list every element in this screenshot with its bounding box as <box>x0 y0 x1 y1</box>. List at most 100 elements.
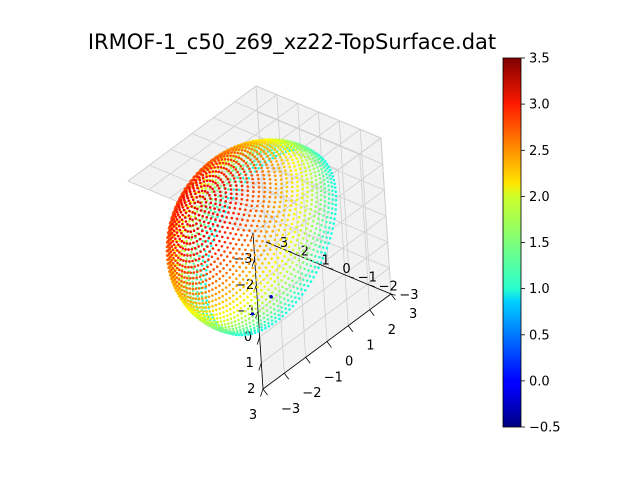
scatter-point <box>258 266 261 270</box>
scatter-point <box>319 240 323 243</box>
scatter-point <box>279 143 283 147</box>
scatter-point <box>315 187 319 190</box>
scatter-point <box>248 317 251 320</box>
scatter-point <box>305 263 309 266</box>
scatter-point <box>206 184 209 188</box>
scatter-point <box>295 176 299 180</box>
scatter-point <box>245 203 248 207</box>
scatter-point <box>204 226 207 229</box>
scatter-point <box>253 159 256 163</box>
scatter-point <box>291 261 294 264</box>
scatter-point <box>327 226 331 229</box>
scatter-point <box>180 239 184 243</box>
scatter-point <box>319 198 323 202</box>
scatter-point <box>203 170 206 173</box>
x-tick-label-mark <box>258 362 262 371</box>
scatter-point <box>175 271 179 275</box>
scatter-point <box>318 212 321 216</box>
scatter-point <box>207 213 210 217</box>
scatter-point <box>187 236 191 239</box>
scatter-point <box>269 234 273 238</box>
scatter-point <box>207 320 210 324</box>
scatter-point <box>297 297 301 300</box>
scatter-point <box>197 232 201 236</box>
scatter-point <box>203 223 206 226</box>
scatter-point <box>291 185 294 189</box>
scatter-point <box>187 279 191 282</box>
y-tick-label: −1 <box>324 370 343 385</box>
scatter-point <box>277 228 281 232</box>
scatter-point <box>295 281 298 284</box>
scatter-point <box>250 304 254 308</box>
scatter-point <box>306 222 310 225</box>
scatter-point <box>247 262 251 266</box>
scatter-point <box>230 164 233 167</box>
scatter-point <box>247 307 250 311</box>
scatter-point <box>310 203 313 206</box>
scatter-point <box>252 190 255 193</box>
scatter-point <box>234 184 238 187</box>
scatter-point <box>281 247 285 250</box>
scatter-point <box>221 235 224 239</box>
scatter-point <box>194 234 197 238</box>
scatter-point <box>299 145 302 149</box>
scatter-point <box>180 279 183 283</box>
scatter-point <box>325 246 329 250</box>
scatter-point <box>218 284 221 288</box>
scatter-point <box>332 178 336 182</box>
scatter-point <box>240 198 244 201</box>
scatter-point <box>249 285 252 289</box>
scatter-point <box>300 196 304 200</box>
scatter-point <box>271 146 274 149</box>
scatter-point <box>283 165 286 169</box>
scatter-point <box>208 227 212 230</box>
scatter-point <box>276 163 280 166</box>
scatter-point <box>227 162 231 166</box>
scatter-point <box>310 253 313 256</box>
scatter-point <box>246 189 250 193</box>
scatter-point <box>278 289 281 293</box>
scatter-point <box>269 186 272 190</box>
scatter-point <box>275 248 278 251</box>
z-tick-label: 2 <box>301 245 309 260</box>
scatter-point <box>231 294 235 297</box>
z-tick-label: 1 <box>322 253 330 268</box>
scatter-point <box>176 234 180 238</box>
scatter-point <box>284 169 287 172</box>
scatter-point <box>245 234 249 237</box>
scatter-point <box>184 235 188 239</box>
scatter-point <box>211 212 215 215</box>
scatter-point <box>268 178 272 181</box>
scatter-point <box>306 186 309 189</box>
scatter-point <box>316 154 319 158</box>
scatter-point <box>293 212 296 216</box>
scatter-point <box>243 332 246 335</box>
scatter-point <box>214 292 218 296</box>
scatter-point <box>235 146 239 149</box>
scatter-point <box>202 313 206 317</box>
scatter-point <box>185 281 189 285</box>
scatter-point <box>322 178 326 182</box>
scatter-point <box>207 236 211 240</box>
scatter-point <box>281 150 284 154</box>
scatter-point <box>261 307 265 310</box>
scatter-point <box>299 206 303 209</box>
scatter-point <box>284 147 287 151</box>
scatter-point <box>275 293 278 297</box>
scatter-point <box>233 320 237 323</box>
scatter-point <box>253 155 257 159</box>
scatter-point <box>269 139 272 142</box>
scatter-point <box>308 258 311 261</box>
scatter-point <box>330 185 334 188</box>
scatter-point <box>237 322 241 326</box>
scatter-point <box>218 307 221 311</box>
scatter-point <box>172 256 175 260</box>
scatter-point <box>210 320 213 324</box>
scatter-point <box>182 241 186 245</box>
scatter-point <box>246 194 249 197</box>
scatter-point <box>199 221 202 225</box>
scatter-point <box>220 214 224 218</box>
scatter-point <box>199 250 202 253</box>
scatter-point <box>279 238 283 241</box>
scatter-point <box>179 234 183 238</box>
